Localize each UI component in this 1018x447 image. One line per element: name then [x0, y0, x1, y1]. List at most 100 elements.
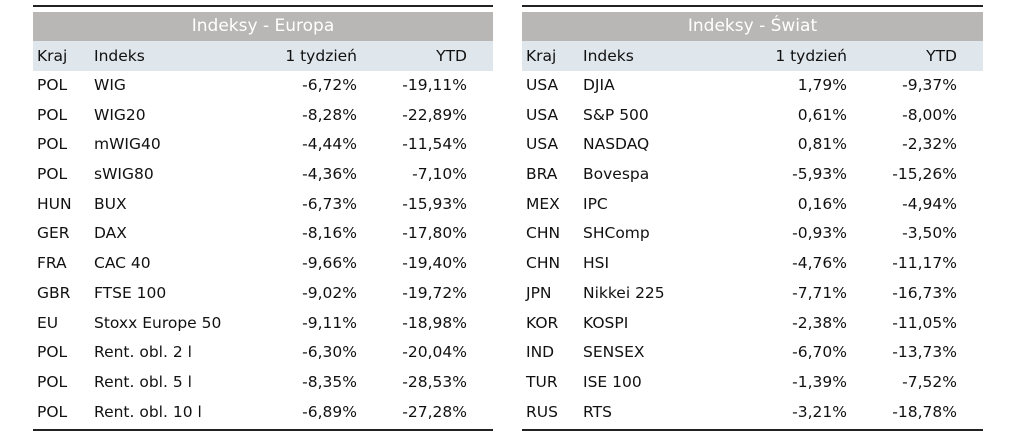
header-indeks: Indeks: [94, 47, 145, 65]
table-row: CHN SHComp -0,93% -3,50%: [522, 219, 983, 249]
table-row: POL sWIG80 -4,36% -7,10%: [33, 160, 493, 190]
cell-ytd: -3,50%: [902, 224, 957, 243]
cell-indeks: Bovespa: [583, 165, 650, 184]
table-row: MEX IPC 0,16% -4,94%: [522, 190, 983, 220]
table-row: POL Rent. obl. 5 l -8,35% -28,53%: [33, 368, 493, 398]
cell-ytd: -27,28%: [402, 402, 467, 421]
cell-week: -6,70%: [792, 343, 847, 362]
cell-ytd: -19,72%: [402, 283, 467, 302]
cell-kraj: JPN: [526, 283, 552, 302]
cell-kraj: POL: [37, 372, 68, 391]
cell-week: 1,79%: [797, 76, 847, 94]
header-ytd: YTD: [436, 47, 467, 65]
cell-ytd: -22,89%: [402, 105, 467, 124]
cell-ytd: -16,73%: [892, 283, 957, 302]
cell-indeks: sWIG80: [94, 165, 154, 184]
header-ytd: YTD: [926, 47, 957, 65]
table-row: JPN Nikkei 225 -7,71% -16,73%: [522, 279, 983, 309]
cell-kraj: BRA: [526, 165, 558, 184]
header-week: 1 tydzień: [285, 47, 357, 65]
cell-week: 0,61%: [797, 105, 847, 124]
top-rule: [33, 5, 493, 7]
table-row: HUN BUX -6,73% -15,93%: [33, 190, 493, 220]
cell-indeks: WIG: [94, 76, 126, 94]
cell-ytd: -2,32%: [902, 135, 957, 154]
cell-kraj: RUS: [526, 402, 558, 421]
cell-ytd: -18,98%: [402, 313, 467, 332]
header-week: 1 tydzień: [775, 47, 847, 65]
cell-indeks: mWIG40: [94, 135, 161, 154]
table-body: POL WIG -6,72% -19,11% POL WIG20 -8,28% -22,89%…: [33, 71, 493, 427]
cell-week: -6,72%: [302, 76, 357, 94]
cell-week: -6,73%: [302, 194, 357, 213]
cell-week: -6,89%: [302, 402, 357, 421]
cell-kraj: POL: [37, 402, 68, 421]
cell-week: -4,36%: [302, 165, 357, 184]
table-row: BRA Bovespa -5,93% -15,26%: [522, 160, 983, 190]
cell-kraj: HUN: [37, 194, 72, 213]
table-row: TUR ISE 100 -1,39% -7,52%: [522, 368, 983, 398]
cell-kraj: POL: [37, 105, 68, 124]
cell-week: -3,21%: [792, 402, 847, 421]
cell-indeks: S&P 500: [583, 105, 649, 124]
cell-week: 0,81%: [797, 135, 847, 154]
table-row: USA S&P 500 0,61% -8,00%: [522, 101, 983, 131]
cell-indeks: Rent. obl. 5 l: [94, 372, 192, 391]
cell-indeks: Rent. obl. 2 l: [94, 343, 192, 362]
cell-indeks: FTSE 100: [94, 283, 167, 302]
cell-kraj: USA: [526, 105, 559, 124]
table-title: Indeksy - Świat: [522, 12, 983, 41]
cell-indeks: ISE 100: [583, 372, 642, 391]
cell-ytd: -9,37%: [902, 76, 957, 94]
table-row: GER DAX -8,16% -17,80%: [33, 219, 493, 249]
table-body: USA DJIA 1,79% -9,37% USA S&P 500 0,61% -8,00% U…: [522, 71, 983, 427]
table-row: POL Rent. obl. 2 l -6,30% -20,04%: [33, 338, 493, 368]
top-rule: [522, 5, 983, 7]
bottom-rule: [522, 429, 983, 432]
cell-kraj: MEX: [526, 194, 560, 213]
cell-week: -4,44%: [302, 135, 357, 154]
cell-ytd: -15,26%: [892, 165, 957, 184]
cell-indeks: IPC: [583, 194, 608, 213]
cell-ytd: -7,10%: [412, 165, 467, 184]
cell-ytd: -11,17%: [892, 254, 957, 273]
cell-ytd: -7,52%: [902, 372, 957, 391]
bottom-rule: [33, 429, 493, 432]
table-europe: Indeksy - Europa Kraj Indeks 1 tydzień Y…: [33, 5, 493, 432]
cell-indeks: Stoxx Europe 50: [94, 313, 222, 332]
cell-week: -1,39%: [792, 372, 847, 391]
cell-indeks: Nikkei 225: [583, 283, 665, 302]
table-row: POL WIG -6,72% -19,11%: [33, 71, 493, 101]
table-row: EU Stoxx Europe 50 -9,11% -18,98%: [33, 309, 493, 339]
cell-ytd: -8,00%: [902, 105, 957, 124]
cell-week: -0,93%: [792, 224, 847, 243]
table-title: Indeksy - Europa: [33, 12, 493, 41]
table-row: USA DJIA 1,79% -9,37%: [522, 71, 983, 101]
table-row: FRA CAC 40 -9,66% -19,40%: [33, 249, 493, 279]
table-row: KOR KOSPI -2,38% -11,05%: [522, 309, 983, 339]
cell-ytd: -4,94%: [902, 194, 957, 213]
cell-ytd: -13,73%: [892, 343, 957, 362]
cell-ytd: -15,93%: [402, 194, 467, 213]
cell-ytd: -20,04%: [402, 343, 467, 362]
cell-kraj: GBR: [37, 283, 71, 302]
cell-kraj: POL: [37, 135, 68, 154]
cell-indeks: HSI: [583, 254, 610, 273]
cell-ytd: -28,53%: [402, 372, 467, 391]
cell-kraj: KOR: [526, 313, 559, 332]
cell-indeks: DJIA: [583, 76, 615, 94]
cell-kraj: CHN: [526, 224, 561, 243]
cell-week: -6,30%: [302, 343, 357, 362]
cell-indeks: NASDAQ: [583, 135, 650, 154]
header-kraj: Kraj: [37, 47, 68, 65]
table-row: POL Rent. obl. 10 l -6,89% -27,28%: [33, 398, 493, 428]
table-row: POL WIG20 -8,28% -22,89%: [33, 101, 493, 131]
header-row: Kraj Indeks 1 tydzień YTD: [522, 41, 983, 71]
cell-kraj: IND: [526, 343, 555, 362]
cell-kraj: GER: [37, 224, 70, 243]
cell-kraj: TUR: [526, 372, 558, 391]
cell-ytd: -19,11%: [402, 76, 467, 94]
cell-week: -9,66%: [302, 254, 357, 273]
cell-kraj: USA: [526, 135, 559, 154]
cell-indeks: KOSPI: [583, 313, 629, 332]
